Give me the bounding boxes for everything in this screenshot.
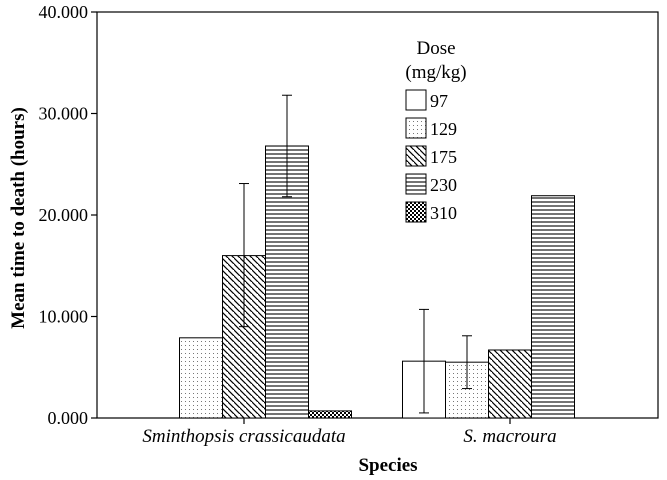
legend-label: 97 [430, 91, 448, 111]
legend-item-230: 230 [405, 173, 457, 195]
legend-label: 310 [430, 203, 457, 223]
x-category-label: S. macroura [463, 426, 556, 447]
legend-swatch [405, 201, 427, 223]
legend-label: 230 [430, 175, 457, 195]
bars [179, 145, 575, 419]
legend-swatch [405, 89, 427, 111]
legend-item-175: 175 [405, 145, 457, 167]
y-tick-label: 0.000 [48, 408, 89, 428]
x-axis: Sminthopsis crassicaudata S. macroura [142, 418, 557, 447]
y-tick-label: 20.000 [39, 205, 89, 225]
error-bar-230-1 [282, 94, 292, 198]
y-tick-label: 10.000 [39, 307, 89, 327]
y-axis-title: Mean time to death (hours) [8, 107, 29, 329]
legend-item-129: 129 [405, 117, 457, 139]
legend-swatch [405, 145, 427, 167]
legend-label: 175 [430, 147, 457, 167]
bar-230-2 [531, 195, 575, 419]
bar-310-1 [308, 410, 352, 419]
bar-175-2 [488, 349, 532, 419]
legend-swatch [405, 173, 427, 195]
y-tick-label: 40.000 [39, 2, 89, 22]
bar-129-1 [179, 337, 223, 419]
error-bars [239, 94, 472, 414]
legend-items: 97 129 175 230 310 [405, 89, 457, 223]
x-category-label: Sminthopsis crassicaudata [142, 426, 345, 447]
error-bar-129-2 [462, 335, 472, 390]
legend-title-line-1: Dose [416, 38, 455, 59]
y-axis: 0.000 10.000 20.000 30.000 40.000 [39, 2, 97, 428]
legend: Dose (mg/kg) 97 129 175 230 310 [405, 38, 466, 223]
legend-item-310: 310 [405, 201, 457, 223]
legend-item-97: 97 [405, 89, 448, 111]
error-bar-175-1 [239, 183, 249, 328]
x-axis-title: Species [358, 455, 417, 476]
error-bar-97-2 [419, 308, 429, 414]
legend-swatch [405, 117, 427, 139]
y-tick-label: 30.000 [39, 104, 89, 124]
legend-title-line-2: (mg/kg) [405, 62, 466, 83]
legend-label: 129 [430, 119, 457, 139]
